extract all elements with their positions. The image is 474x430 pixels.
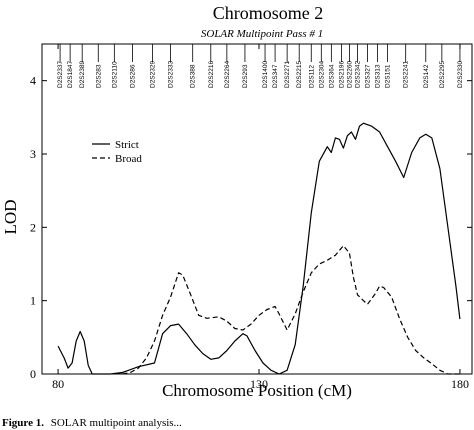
y-tick-label-0: 0 — [30, 367, 36, 381]
marker-label-28: D2S2330 — [457, 61, 464, 88]
marker-label-10: D2S2264 — [224, 61, 231, 88]
chart-subtitle: SOLAR Multipoint Pass # 1 — [201, 28, 323, 40]
legend-label-broad: Broad — [115, 153, 142, 165]
marker-label-3: D2S283 — [95, 64, 102, 88]
caption-text: SOLAR multipoint analysis... — [51, 417, 182, 429]
y-axis-label: LOD — [1, 200, 20, 235]
marker-label-19: D2S2196 — [338, 61, 345, 88]
axis-ticks: 80 130 180 0 1 2 3 4 — [30, 44, 472, 391]
marker-label-6: D2S2329 — [150, 61, 157, 88]
marker-label-2: D2S2389 — [79, 61, 86, 88]
x-axis-label: Chromosome Position (cM) — [162, 381, 352, 400]
marker-label-26: D2S142 — [423, 64, 430, 88]
marker-label-15: D2S2215 — [296, 61, 303, 88]
marker-label-7: D2S2333 — [168, 61, 175, 88]
x-tick-label-1: 130 — [250, 377, 268, 391]
marker-label-4: D2S2110 — [111, 61, 118, 88]
marker-label-18: D2S364 — [328, 64, 335, 88]
caption-label: Figure 1. — [2, 417, 44, 429]
series-line-strict — [57, 122, 461, 375]
marker-label-16: D2S112 — [308, 65, 315, 88]
x-tick-label-0: 80 — [52, 377, 64, 391]
legend-label-strict: Strict — [115, 139, 139, 151]
marker-label-0: D2S2337 — [57, 61, 64, 88]
y-tick-label-1: 1 — [30, 294, 36, 308]
marker-label-24: D2S151 — [385, 64, 392, 88]
x-tick-label-2: 180 — [451, 377, 469, 391]
marker-labels: D2S2337 D2S1847 D2S2389 D2S283 D2S2110 D2S286… — [57, 44, 464, 88]
marker-label-8: D2S388 — [190, 64, 197, 88]
legend: Strict Broad — [92, 139, 142, 165]
marker-label-21: D2S2342 — [354, 61, 361, 88]
marker-label-25: D2S2241 — [403, 61, 410, 88]
marker-label-1: D2S1847 — [67, 61, 74, 88]
marker-label-22: D2S327 — [365, 64, 372, 88]
marker-label-11: D2S293 — [242, 64, 249, 88]
chart-title: Chromosome 2 — [213, 3, 324, 23]
marker-label-13: D2S347 — [272, 64, 279, 88]
y-tick-label-3: 3 — [30, 147, 36, 161]
marker-label-14: D2S2271 — [284, 61, 291, 88]
y-tick-label-2: 2 — [30, 220, 36, 234]
series-lines — [57, 122, 461, 375]
marker-label-27: D2S2295 — [439, 61, 446, 88]
marker-label-12: D2S1400 — [262, 61, 269, 88]
series-line-broad — [122, 245, 460, 375]
plot-frame — [41, 43, 473, 375]
marker-label-23: D2S313 — [375, 64, 382, 88]
marker-label-17: D2S2304 — [318, 61, 325, 88]
figure-caption: Figure 1. SOLAR multipoint analysis... — [2, 417, 182, 429]
marker-label-9: D2S2216 — [208, 61, 215, 88]
marker-label-20: D2S2260 — [346, 61, 353, 88]
marker-label-5: D2S286 — [129, 64, 136, 88]
y-tick-label-4: 4 — [30, 74, 36, 88]
